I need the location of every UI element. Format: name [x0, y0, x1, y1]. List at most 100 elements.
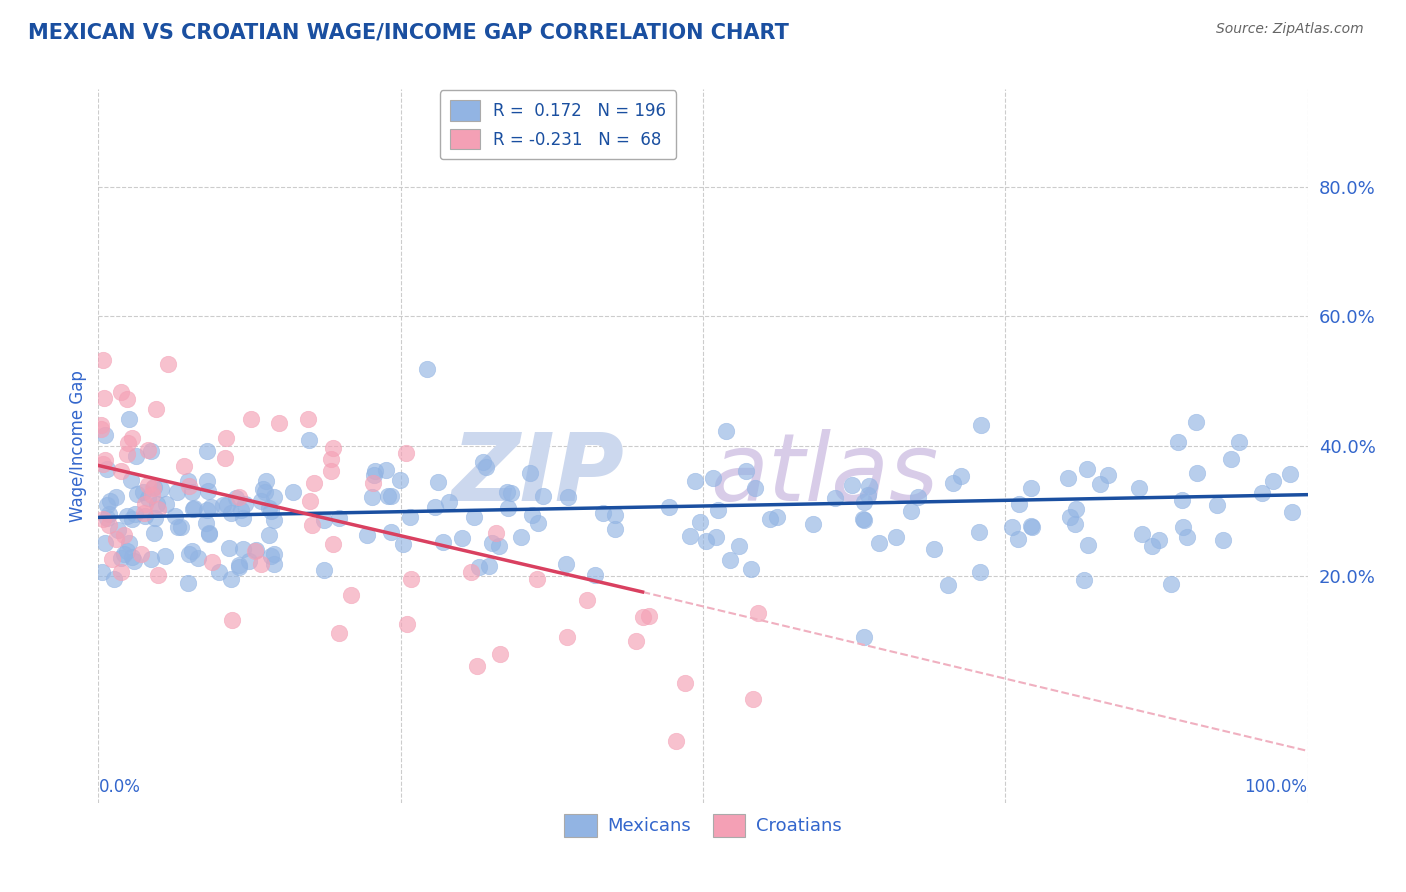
Point — [91, 565, 114, 579]
Point — [215, 498, 238, 512]
Point — [399, 509, 422, 524]
Point — [90, 421, 112, 435]
Point — [747, 606, 769, 620]
Point — [852, 512, 875, 526]
Point — [221, 614, 243, 628]
Point — [121, 512, 143, 526]
Point — [380, 489, 402, 503]
Point — [758, 511, 780, 525]
Point — [94, 453, 117, 467]
Point — [177, 475, 200, 489]
Point — [1090, 477, 1112, 491]
Point — [695, 534, 717, 549]
Point — [328, 625, 350, 640]
Point — [1251, 485, 1274, 500]
Point — [91, 512, 114, 526]
Point — [232, 541, 254, 556]
Point — [94, 428, 117, 442]
Point — [488, 540, 510, 554]
Point — [392, 537, 415, 551]
Legend: Mexicans, Croatians: Mexicans, Croatians — [557, 807, 849, 844]
Point — [115, 447, 138, 461]
Point — [141, 443, 163, 458]
Point — [103, 572, 125, 586]
Point — [263, 513, 285, 527]
Point — [153, 549, 176, 563]
Point — [165, 508, 187, 523]
Point — [526, 572, 548, 586]
Point — [297, 412, 319, 426]
Point — [105, 491, 128, 505]
Point — [415, 362, 437, 376]
Point — [967, 524, 990, 539]
Text: Source: ZipAtlas.com: Source: ZipAtlas.com — [1216, 22, 1364, 37]
Point — [633, 610, 655, 624]
Point — [253, 484, 276, 499]
Point — [97, 507, 120, 521]
Point — [117, 436, 139, 450]
Point — [907, 491, 929, 505]
Point — [1167, 434, 1189, 449]
Point — [1279, 467, 1302, 481]
Point — [1263, 474, 1285, 488]
Point — [146, 497, 169, 511]
Point — [603, 508, 626, 523]
Point — [727, 539, 749, 553]
Point — [801, 517, 824, 532]
Point — [177, 575, 200, 590]
Point — [146, 567, 169, 582]
Point — [520, 508, 543, 522]
Point — [380, 525, 402, 540]
Point — [465, 659, 488, 673]
Point — [949, 469, 972, 483]
Point — [141, 552, 163, 566]
Point — [132, 484, 155, 499]
Point — [1205, 498, 1227, 512]
Text: 0.0%: 0.0% — [98, 779, 141, 797]
Point — [198, 525, 221, 540]
Point — [257, 527, 280, 541]
Point — [557, 490, 579, 504]
Point — [1130, 526, 1153, 541]
Point — [451, 531, 474, 545]
Point — [228, 560, 250, 574]
Point — [110, 385, 132, 400]
Point — [250, 557, 273, 571]
Point — [195, 475, 218, 489]
Point — [215, 431, 238, 445]
Point — [592, 506, 614, 520]
Point — [110, 464, 132, 478]
Point — [319, 452, 342, 467]
Point — [312, 563, 335, 577]
Point — [509, 530, 531, 544]
Point — [166, 485, 188, 500]
Point — [232, 511, 254, 525]
Point — [374, 463, 396, 477]
Point — [704, 530, 727, 544]
Point — [1212, 533, 1234, 548]
Point — [149, 483, 172, 497]
Point — [201, 555, 224, 569]
Point — [460, 565, 482, 579]
Point — [260, 504, 283, 518]
Point — [478, 559, 501, 574]
Point — [118, 536, 141, 550]
Point — [463, 509, 485, 524]
Point — [679, 529, 702, 543]
Point — [938, 578, 960, 592]
Point — [481, 536, 503, 550]
Point — [489, 647, 512, 661]
Point — [852, 494, 875, 508]
Point — [714, 424, 737, 438]
Point — [1057, 471, 1080, 485]
Point — [495, 485, 517, 500]
Point — [858, 479, 880, 493]
Point — [134, 497, 156, 511]
Point — [302, 476, 325, 491]
Point — [689, 516, 711, 530]
Point — [427, 475, 450, 489]
Text: atlas: atlas — [710, 429, 938, 520]
Point — [1220, 452, 1243, 467]
Point — [555, 631, 578, 645]
Point — [298, 433, 321, 447]
